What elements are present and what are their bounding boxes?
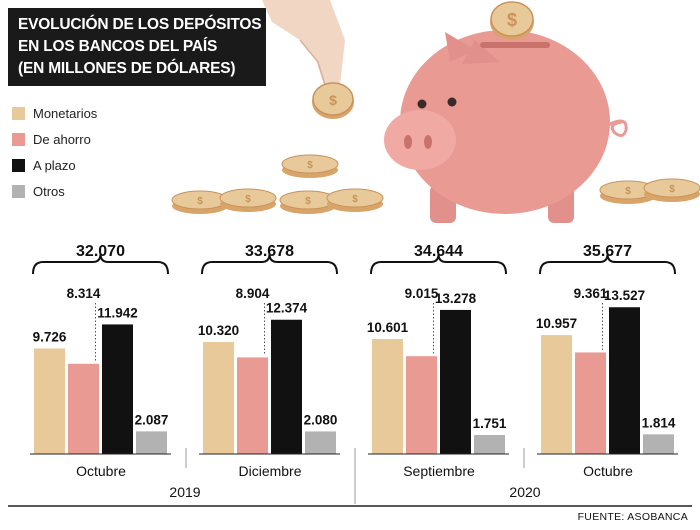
legend-label-monetarios: Monetarios	[33, 105, 98, 121]
legend-swatch-de-ahorro	[12, 132, 25, 146]
legend-swatch-otros	[12, 184, 25, 198]
title-line-3: (EN MILLONES DE DÓLARES)	[18, 60, 236, 77]
bar-monetarios-septiembre-3	[372, 338, 403, 454]
value-label-a-plazo-diciembre-2: 12.374	[266, 301, 308, 316]
legend: Monetarios De ahorro A plazo Otros	[12, 100, 97, 204]
legend-label-otros: Otros	[33, 183, 65, 199]
svg-text:$: $	[669, 184, 675, 195]
value-label-de-ahorro-diciembre-2: 8.904	[236, 286, 270, 301]
svg-text:$: $	[329, 92, 337, 108]
bar-a-plazo-octubre-4	[609, 307, 640, 454]
total-label-septiembre-3: 34.644	[414, 243, 463, 260]
svg-text:$: $	[307, 160, 313, 171]
title-line-1: EVOLUCIÓN DE LOS DEPÓSITOS	[18, 16, 262, 33]
value-label-otros-diciembre-2: 2.080	[304, 412, 338, 427]
category-label-octubre-1: Octubre	[76, 463, 126, 479]
total-brace-octubre-1	[32, 253, 169, 275]
bar-de-ahorro-septiembre-3	[406, 356, 437, 454]
title-line-2: EN LOS BANCOS DEL PAÍS	[18, 38, 218, 55]
legend-label-de-ahorro: De ahorro	[33, 131, 91, 147]
coin-icon: $	[171, 190, 229, 214]
coin-icon: $	[599, 180, 657, 204]
value-label-de-ahorro-octubre-4: 9.361	[574, 286, 608, 301]
bar-monetarios-octubre-4	[541, 335, 572, 454]
bar-a-plazo-septiembre-3	[440, 309, 471, 454]
bar-a-plazo-diciembre-2	[271, 319, 302, 454]
bar-otros-septiembre-3	[474, 435, 505, 454]
total-label-octubre-4: 35.677	[583, 243, 632, 260]
legend-swatch-a-plazo	[12, 158, 25, 172]
piggy-bank-icon	[384, 30, 628, 223]
category-label-diciembre-2: Diciembre	[238, 463, 301, 479]
value-label-a-plazo-octubre-1: 11.942	[97, 305, 138, 320]
value-label-de-ahorro-septiembre-3: 9.015	[405, 286, 439, 301]
value-label-monetarios-octubre-4: 10.957	[536, 316, 577, 331]
bar-de-ahorro-octubre-1	[68, 363, 99, 454]
category-label-septiembre-3: Septiembre	[403, 463, 475, 479]
total-brace-octubre-4	[539, 253, 676, 275]
value-label-otros-septiembre-3: 1.751	[473, 416, 507, 431]
coin-icon: $	[490, 1, 534, 40]
hand-icon	[262, 0, 345, 89]
svg-text:$: $	[305, 196, 311, 207]
total-brace-diciembre-2	[201, 253, 338, 275]
legend-swatch-monetarios	[12, 106, 25, 120]
total-label-diciembre-2: 33.678	[245, 243, 294, 260]
value-label-monetarios-septiembre-3: 10.601	[367, 320, 409, 335]
value-label-monetarios-diciembre-2: 10.320	[198, 323, 239, 338]
bar-otros-diciembre-2	[305, 431, 336, 454]
legend-item-monetarios: Monetarios	[12, 100, 97, 126]
value-label-de-ahorro-octubre-1: 8.314	[67, 286, 101, 301]
bar-de-ahorro-diciembre-2	[237, 357, 268, 454]
coin-icon: $	[312, 82, 354, 119]
coin-icon: $	[326, 188, 384, 212]
coin-icon: $	[219, 188, 277, 212]
value-label-otros-octubre-1: 2.087	[135, 412, 169, 427]
bar-de-ahorro-octubre-4	[575, 352, 606, 454]
source-note: FUENTE: ASOBANCA	[577, 511, 688, 523]
svg-text:$: $	[245, 194, 251, 205]
bar-otros-octubre-4	[643, 434, 674, 454]
chart-marks: 32.070 9.726 8.314 11.942 2.087 Octubre 33.678…	[8, 243, 692, 507]
legend-item-otros: Otros	[12, 178, 97, 204]
coin-icon: $	[281, 154, 339, 178]
legend-item-a-plazo: A plazo	[12, 152, 97, 178]
bar-otros-octubre-1	[136, 431, 167, 454]
legend-item-de-ahorro: De ahorro	[12, 126, 97, 152]
value-label-a-plazo-septiembre-3: 13.278	[435, 291, 477, 306]
value-label-monetarios-octubre-1: 9.726	[33, 329, 67, 344]
value-label-otros-octubre-4: 1.814	[642, 415, 676, 430]
year-label-2020: 2020	[509, 484, 540, 500]
category-label-octubre-4: Octubre	[583, 463, 633, 479]
bar-monetarios-diciembre-2	[203, 342, 234, 454]
svg-text:$: $	[625, 186, 631, 197]
coin-icon: $	[643, 178, 700, 202]
dollar-sign-icon: $	[507, 10, 517, 30]
svg-text:$: $	[197, 196, 203, 207]
bar-monetarios-octubre-1	[34, 348, 65, 454]
year-label-2019: 2019	[169, 484, 200, 500]
total-label-octubre-1: 32.070	[76, 243, 125, 260]
bar-a-plazo-octubre-1	[102, 324, 133, 454]
legend-label-a-plazo: A plazo	[33, 157, 76, 173]
illustration: $ $ $ $ $	[171, 0, 700, 223]
title-box: EVOLUCIÓN DE LOS DEPÓSITOS EN LOS BANCOS…	[8, 8, 266, 86]
coin-icon: $	[279, 190, 337, 214]
total-brace-septiembre-3	[370, 253, 507, 275]
value-label-a-plazo-octubre-4: 13.527	[604, 288, 645, 303]
svg-text:$: $	[352, 194, 358, 205]
